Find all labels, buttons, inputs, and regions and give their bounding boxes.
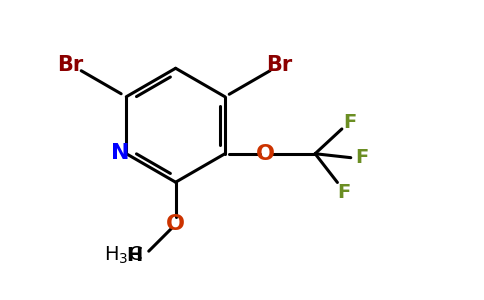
Text: F: F — [343, 112, 356, 131]
Text: Br: Br — [57, 55, 83, 75]
Text: F: F — [355, 148, 368, 167]
Text: O: O — [166, 214, 185, 234]
Text: O: O — [256, 144, 275, 164]
Text: N: N — [111, 143, 130, 163]
Text: F: F — [337, 183, 350, 202]
Text: H: H — [126, 246, 142, 265]
Text: $\mathregular{H_3C}$: $\mathregular{H_3C}$ — [104, 244, 142, 266]
Text: Br: Br — [266, 55, 292, 75]
